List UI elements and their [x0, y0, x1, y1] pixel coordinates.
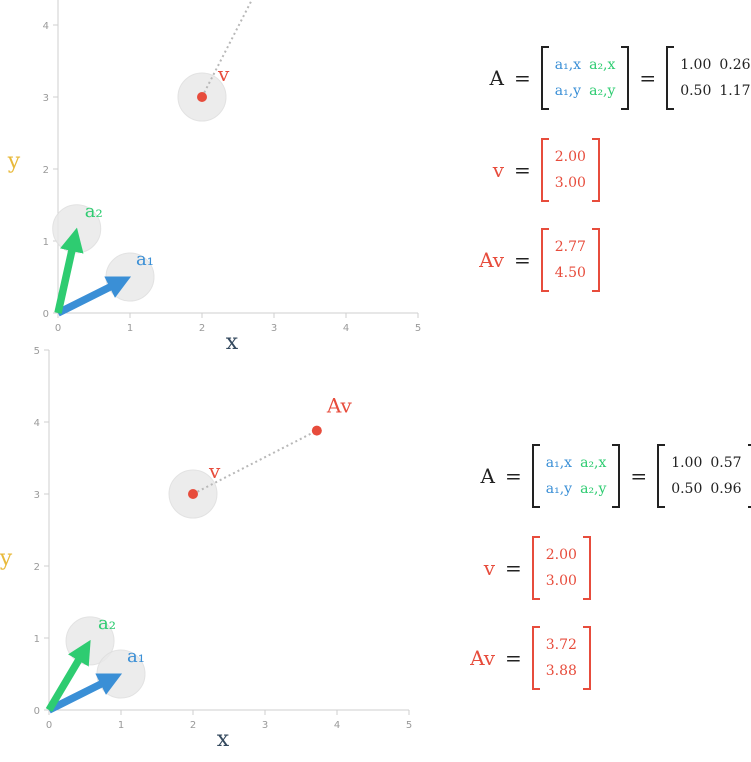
m00-cell: 1.00 — [671, 455, 703, 471]
matrix-name: A — [480, 464, 495, 488]
equals-sign: = — [639, 66, 657, 90]
x-tick-label: 5 — [415, 323, 421, 334]
y-tick-label: 1 — [43, 237, 49, 248]
x-tick-label: 2 — [199, 323, 205, 334]
x-tick-label: 3 — [262, 720, 268, 731]
v-equation: v = 2.00 3.00 — [470, 138, 601, 202]
y-tick-label: 1 — [34, 634, 40, 645]
y-tick-label: 2 — [34, 562, 40, 573]
equals-sign: = — [505, 556, 522, 580]
av-vector: 3.72 3.88 — [531, 626, 592, 690]
m11-cell: 1.17 — [719, 83, 751, 99]
v-point — [197, 92, 207, 102]
v-name: v — [483, 556, 495, 580]
v-name: v — [492, 158, 504, 182]
x-tick-label: 0 — [55, 323, 61, 334]
v-to-av-connector — [201, 0, 253, 98]
v-point — [188, 489, 198, 499]
symbolic-matrix: a₁,x a₂,x a₁,y a₂,y — [540, 46, 630, 110]
x-tick-label: 1 — [118, 720, 124, 731]
y-axis-label: y — [7, 149, 21, 174]
m10-cell: 0.50 — [671, 481, 703, 497]
equals-sign: = — [505, 464, 522, 488]
v-y-cell: 3.00 — [545, 573, 577, 589]
av-point-label: Av — [326, 394, 353, 418]
av-name: Av — [479, 248, 504, 272]
a2x-cell: a₂,x — [589, 57, 616, 73]
matrix-name: A — [489, 66, 504, 90]
av-equation: Av = 2.77 4.50 — [470, 228, 601, 292]
a1y-cell: a₁,y — [545, 481, 573, 497]
x-tick-label: 0 — [46, 720, 52, 731]
av-equation: Av = 3.72 3.88 — [461, 626, 592, 690]
x-tick-label: 4 — [343, 323, 349, 334]
v-point-label: v — [217, 62, 230, 86]
x-tick-label: 4 — [334, 720, 340, 731]
y-tick-label: 3 — [34, 490, 40, 501]
transform-panel-2: 0 0 1 1 2 2 3 3 4 4 5 5 x y a₁ a₂ v Av A = a₁,x a₂,x a₁,y… — [0, 346, 751, 762]
x-tick-label: 1 — [127, 323, 133, 334]
v-to-av-connector — [192, 429, 318, 495]
a1x-cell: a₁,x — [545, 455, 573, 471]
x-axis-label: x — [226, 330, 239, 355]
a2-label: a₂ — [98, 613, 116, 634]
a2y-cell: a₂,y — [589, 83, 616, 99]
a1-label: a₁ — [136, 249, 154, 270]
y-tick-label: 4 — [34, 418, 40, 429]
av-y-cell: 4.50 — [554, 265, 586, 281]
av-x-cell: 2.77 — [554, 239, 586, 255]
v-equation: v = 2.00 3.00 — [461, 536, 592, 600]
av-point — [311, 425, 322, 436]
y-tick-label: 0 — [43, 309, 49, 320]
av-vector: 2.77 4.50 — [540, 228, 601, 292]
numeric-matrix: 1.00 0.26 0.50 1.17 — [666, 46, 751, 110]
vector-plot: 00 1 1 2 2 3 3 4 4 5 5 x y a₁ a₂ v Av — [0, 346, 412, 752]
m10-cell: 0.50 — [680, 83, 712, 99]
equals-sign: = — [505, 646, 522, 670]
av-name: Av — [470, 646, 495, 670]
y-axis-label: y — [0, 546, 13, 571]
av-y-cell: 3.88 — [545, 663, 577, 679]
m00-cell: 1.00 — [680, 57, 712, 73]
y-tick-label: 2 — [43, 165, 49, 176]
y-tick-label: 0 — [34, 706, 40, 717]
equals-sign: = — [514, 158, 531, 182]
v-point-label: v — [208, 459, 221, 483]
matrix-equation: A = a₁,x a₂,x a₁,y a₂,y = 1.00 0.26 0.50… — [470, 46, 751, 110]
a2y-cell: a₂,y — [580, 481, 607, 497]
v-vector: 2.00 3.00 — [540, 138, 601, 202]
a1-vector — [47, 673, 123, 714]
a1x-cell: a₁,x — [554, 57, 582, 73]
a1-label: a₁ — [127, 646, 145, 667]
symbolic-matrix: a₁,x a₂,x a₁,y a₂,y — [531, 444, 621, 508]
matrix-equation: A = a₁,x a₂,x a₁,y a₂,y = 1.00 0.57 0.50… — [461, 444, 751, 508]
numeric-matrix: 1.00 0.57 0.50 0.96 — [657, 444, 751, 508]
equals-sign: = — [630, 464, 648, 488]
equals-sign: = — [514, 66, 531, 90]
a1y-cell: a₁,y — [554, 83, 582, 99]
v-y-cell: 3.00 — [554, 175, 586, 191]
x-tick-label: 5 — [406, 720, 412, 731]
x-axis-label: x — [217, 727, 230, 752]
v-x-cell: 2.00 — [545, 547, 577, 563]
a2-vector — [45, 639, 91, 712]
a2x-cell: a₂,x — [580, 455, 607, 471]
m01-cell: 0.26 — [719, 57, 751, 73]
x-tick-label: 3 — [271, 323, 277, 334]
m01-cell: 0.57 — [710, 455, 742, 471]
transform-panel-1: 00 1 1 2 2 3 3 4 4 5 5 x y a₁ a₂ v Av A = a₁,x a₂,x a₁,y… — [7, 0, 751, 355]
equals-sign: = — [514, 248, 531, 272]
x-tick-label: 2 — [190, 720, 196, 731]
av-x-cell: 3.72 — [545, 637, 577, 653]
v-x-cell: 2.00 — [554, 149, 586, 165]
y-tick-label: 3 — [43, 93, 49, 104]
y-tick-label: 4 — [43, 21, 49, 32]
v-vector: 2.00 3.00 — [531, 536, 592, 600]
a2-vector — [54, 227, 84, 314]
m11-cell: 0.96 — [710, 481, 742, 497]
y-tick-label: 5 — [34, 346, 40, 357]
a1-vector — [56, 276, 132, 317]
a2-label: a₂ — [85, 201, 103, 222]
